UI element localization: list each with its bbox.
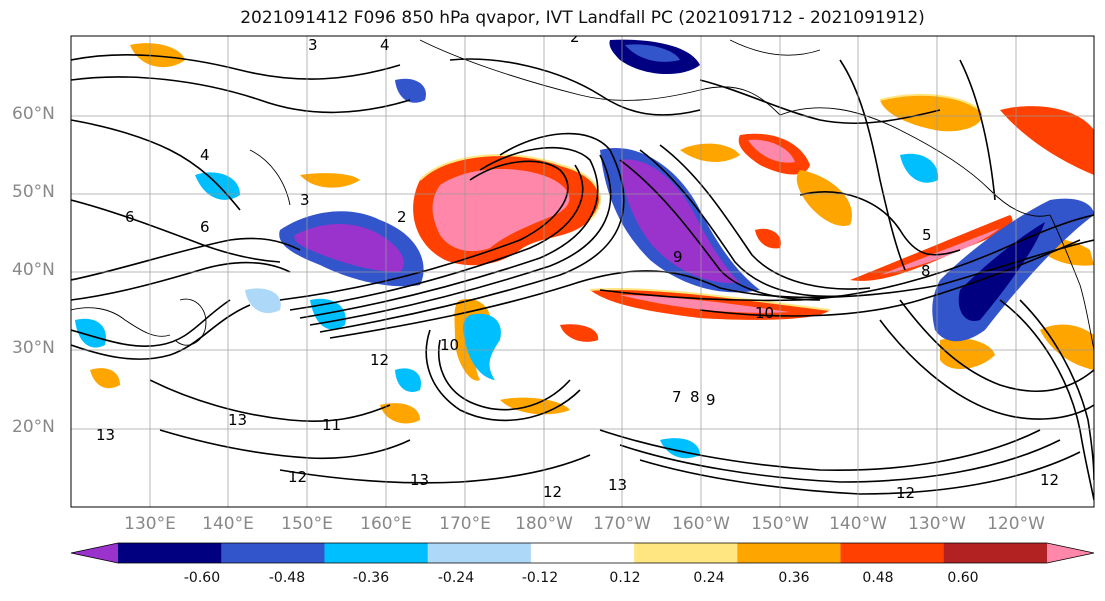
map-title: 2021091412 F096 850 hPa qvapor, IVT Land…: [240, 8, 925, 28]
contour-label: 9: [673, 248, 683, 266]
contour-label: 13: [96, 426, 115, 444]
contour-label: 10: [440, 336, 459, 354]
colorbar-segment: [324, 543, 429, 563]
colorbar-segment: [118, 543, 222, 563]
graticule: [71, 36, 1094, 507]
longitude-label: 160°E: [360, 514, 412, 534]
longitude-label: 170°W: [593, 514, 651, 534]
latitude-label: 60°N: [12, 104, 55, 124]
latitude-label: 20°N: [12, 417, 55, 437]
colorbar-segment: [634, 543, 738, 563]
weak-positive-fringe: [419, 93, 981, 311]
colorbar-segment: [840, 543, 945, 563]
colorbar-tick-label: 0.60: [947, 570, 979, 586]
longitude-label: 170°E: [439, 514, 491, 534]
coastlines: [71, 39, 1094, 351]
colorbar-tick-label: 0.12: [609, 570, 641, 586]
contour-label: 10: [755, 304, 774, 322]
longitude-label: 130°W: [908, 514, 966, 534]
contour-label: 12: [288, 468, 307, 486]
longitude-label: 140°E: [202, 514, 254, 534]
contour-label: 2: [397, 208, 407, 226]
contour-label: 13: [410, 471, 429, 489]
ivt-contours: [71, 53, 1094, 501]
longitude-label: 140°W: [829, 514, 887, 534]
contour-label: 5: [922, 226, 932, 244]
latitude-label: 40°N: [12, 260, 55, 280]
longitude-label: 150°W: [751, 514, 809, 534]
contour-label: 2: [570, 28, 580, 46]
contour-label: 4: [200, 146, 210, 164]
colorbar-tick-label: -0.60: [183, 570, 221, 586]
contour-label: 9: [706, 391, 716, 409]
colorbar-tick-label: -0.24: [437, 570, 475, 586]
contour-label: 6: [200, 218, 210, 236]
map-border: [70, 35, 1095, 508]
contour-label: 12: [370, 351, 389, 369]
contour-label: 12: [1040, 471, 1059, 489]
colorbar-tick-label: 0.48: [862, 570, 894, 586]
longitude-label: 120°W: [987, 514, 1045, 534]
colorbar-extend-high: [1047, 543, 1094, 563]
longitude-label: 130°E: [124, 514, 176, 534]
colorbar-tick-label: 0.24: [693, 570, 725, 586]
latitude-label: 30°N: [12, 338, 55, 358]
colorbar-tick-label: -0.48: [268, 570, 306, 586]
colorbar-segment: [427, 543, 532, 563]
contour-label: 8: [921, 262, 931, 280]
colorbar-tick-label: -0.36: [352, 570, 390, 586]
colorbar-segment: [221, 543, 325, 563]
contour-label-group: 3 4 2 4 3 2 5 6 6 9 8 10 10 12 13 13 11 …: [96, 28, 1059, 502]
contour-label: 8: [690, 388, 700, 406]
colorbar-segment: [530, 543, 635, 563]
contour-label: 11: [322, 416, 341, 434]
contour-label: 7: [672, 388, 682, 406]
colorbar-segment: [737, 543, 842, 563]
contour-label: 6: [125, 208, 135, 226]
colorbar-segment: [943, 543, 1048, 563]
longitude-label: 180°W: [515, 514, 573, 534]
contour-label: 3: [308, 36, 318, 54]
contour-label: 12: [896, 484, 915, 502]
colorbar-extend-low: [71, 543, 118, 563]
longitude-label: 150°E: [281, 514, 333, 534]
colorbar-tick-label: -0.12: [521, 570, 559, 586]
contour-label: 3: [300, 191, 310, 209]
positive-anomaly-shading: [90, 43, 1094, 424]
colorbar-outline: [70, 542, 1095, 564]
contour-label: 12: [543, 483, 562, 501]
colorbar: [70, 542, 1095, 564]
contour-label: 13: [608, 476, 627, 494]
contour-label: 13: [228, 411, 247, 429]
longitude-label: 160°W: [672, 514, 730, 534]
colorbar-tick-label: 0.36: [778, 570, 810, 586]
contour-label: 4: [380, 36, 390, 54]
latitude-label: 50°N: [12, 182, 55, 202]
